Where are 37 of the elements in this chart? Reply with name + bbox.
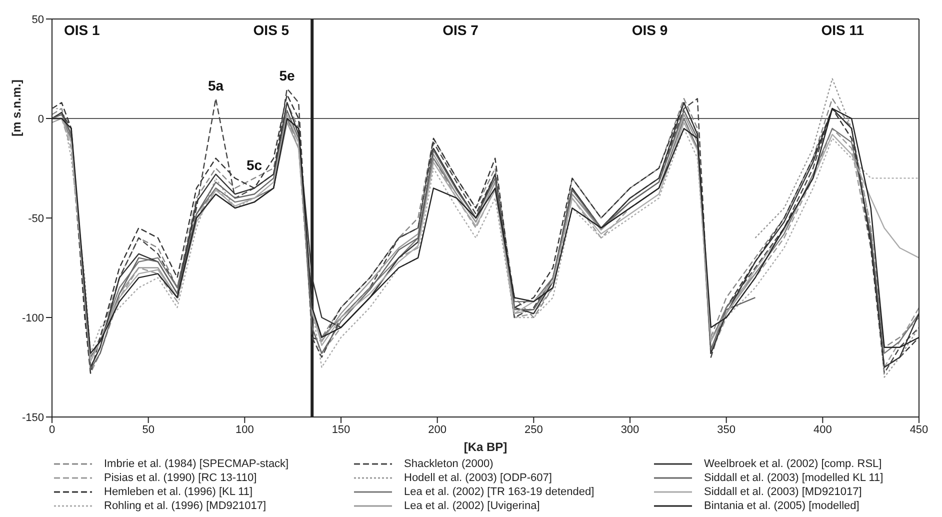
y-tick-label: -100	[22, 312, 44, 324]
legend-label: Bintania et al. (2005) [modelled]	[704, 500, 860, 512]
x-tick-label: 50	[142, 424, 154, 436]
legend-label: Imbrie et al. (1984) [SPECMAP-stack]	[104, 458, 289, 470]
x-tick-label: 250	[524, 424, 543, 436]
y-tick-label: -50	[28, 212, 44, 225]
y-tick-label: -150	[22, 412, 44, 424]
annotation: OIS 9	[632, 22, 668, 38]
y-tick-label: 50	[32, 14, 44, 26]
legend-label: Siddall et al. (2003) [MD921017]	[704, 486, 862, 498]
legend-label: Pisias et al. (1990) [RC 13-110]	[104, 472, 257, 484]
annotation: OIS 11	[821, 22, 864, 38]
legend-label: Lea et al. (2002) [Uvigerina]	[404, 500, 540, 512]
legend-label: Hodell et al. (2003) [ODP-607]	[404, 472, 552, 484]
annotation: 5a	[208, 78, 224, 94]
annotation: 5c	[246, 157, 262, 174]
annotation: OIS 1	[64, 22, 100, 38]
annotation: OIS 7	[442, 22, 478, 38]
y-axis-title: [m s.n.m.]	[9, 80, 24, 136]
x-tick-label: 0	[48, 424, 56, 436]
annotation: OIS 5	[253, 22, 290, 38]
x-tick-label: 350	[717, 424, 736, 436]
legend-label: Rohling et al. (1996) [MD921017]	[104, 500, 266, 512]
legend-label: Shackleton (2000)	[404, 458, 494, 470]
y-tick-label: 0	[38, 113, 44, 126]
x-tick-label: 400	[813, 424, 832, 436]
x-axis-title: [Ka BP]	[464, 440, 508, 454]
legend-label: Hemleben et al. (1996) [KL 11]	[104, 486, 253, 498]
legend-label: Weelbroek et al. (2002) [comp. RSL]	[704, 458, 882, 470]
x-tick-label: 150	[332, 424, 350, 436]
legend-label: Lea et al. (2002) [TR 163-19 detended]	[404, 486, 594, 498]
legend-label: Siddall et al. (2003) [modelled KL 11]	[704, 472, 884, 484]
x-tick-label: 300	[620, 424, 640, 436]
annotation: 5e	[279, 68, 296, 84]
x-tick-label: 200	[428, 424, 447, 436]
x-tick-label: 450	[910, 424, 928, 436]
x-tick-label: 100	[235, 424, 254, 436]
